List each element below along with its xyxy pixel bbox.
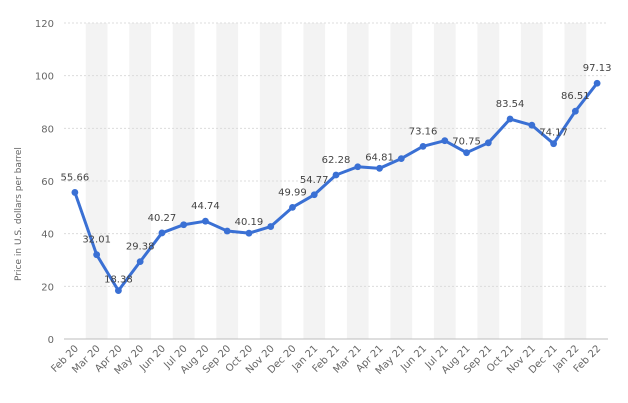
data-point — [180, 221, 188, 229]
band — [216, 23, 239, 339]
y-tick-label: 80 — [41, 124, 54, 135]
y-tick-label: 100 — [35, 72, 54, 83]
data-label: 40.19 — [235, 217, 264, 228]
data-label: 32.01 — [82, 235, 111, 246]
data-label: 73.16 — [409, 126, 438, 137]
data-point — [571, 107, 579, 115]
grid-lines — [64, 22, 608, 340]
data-point — [419, 142, 427, 150]
y-tick-label: 0 — [48, 335, 54, 346]
data-label: 49.99 — [278, 187, 307, 198]
data-label: 86.51 — [561, 91, 590, 102]
data-label: 70.75 — [452, 137, 481, 148]
data-labels: 55.66 32.01 18.38 29.38 40.27 44.74 40.19 49.99… — [61, 63, 612, 285]
series-polyline — [73, 81, 599, 293]
data-point — [593, 79, 601, 87]
data-point — [245, 229, 253, 237]
data-label: 74.17 — [539, 128, 568, 139]
data-point — [93, 251, 101, 259]
data-label: 29.38 — [126, 242, 155, 253]
data-point — [463, 149, 470, 157]
data-label: 97.13 — [583, 63, 612, 74]
data-point — [506, 115, 514, 123]
data-label: 40.27 — [148, 213, 177, 224]
data-label: 54.77 — [300, 175, 329, 186]
data-label: 55.66 — [61, 172, 90, 183]
data-point — [71, 189, 79, 196]
data-label: 18.38 — [104, 275, 133, 286]
data-point — [158, 229, 166, 237]
data-point — [136, 258, 144, 266]
data-point — [397, 155, 405, 163]
y-tick-label: 120 — [35, 19, 54, 30]
data-point — [441, 137, 449, 145]
series-line — [73, 81, 599, 293]
y-axis-ticks: 0 20 40 60 80 100 120 — [35, 19, 54, 346]
data-points — [71, 79, 601, 294]
data-label: 62.28 — [322, 155, 351, 166]
data-point — [267, 223, 275, 230]
data-point — [376, 164, 383, 172]
band — [259, 23, 282, 339]
data-point — [332, 171, 340, 179]
data-point — [310, 191, 318, 199]
band — [303, 23, 326, 339]
band — [172, 23, 195, 339]
data-point — [484, 139, 492, 147]
y-tick-label: 40 — [41, 230, 54, 241]
data-label: 44.74 — [191, 201, 220, 212]
data-label: 83.54 — [496, 99, 525, 110]
data-point — [223, 227, 231, 235]
data-point — [289, 203, 296, 211]
data-point — [528, 121, 536, 129]
data-point — [550, 140, 557, 148]
y-tick-label: 60 — [41, 177, 54, 188]
data-point — [354, 163, 362, 171]
y-axis-label: Price in U.S. dollars per barrel — [14, 147, 24, 281]
y-tick-label: 20 — [41, 282, 54, 293]
data-point — [202, 217, 209, 225]
data-point — [115, 287, 122, 294]
data-label: 64.81 — [365, 152, 394, 163]
band — [520, 23, 543, 339]
